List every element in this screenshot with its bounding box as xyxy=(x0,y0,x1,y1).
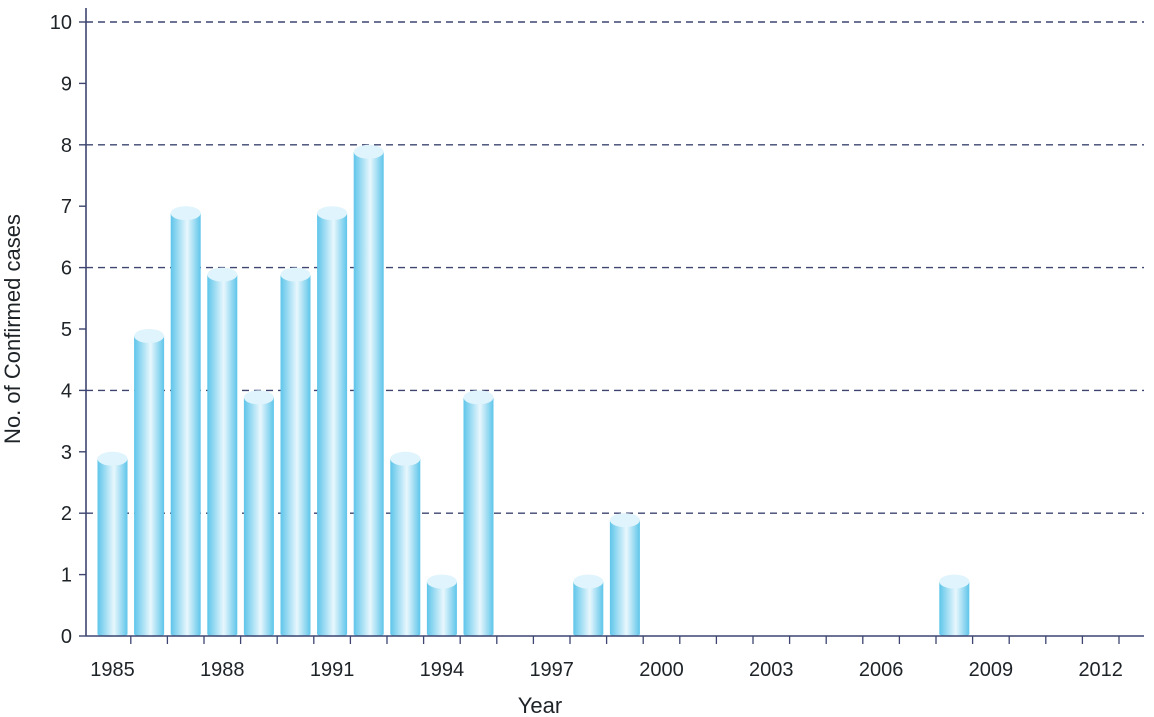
y-axis-title: No. of Confirmed cases xyxy=(0,214,25,444)
y-tick-label-9: 9 xyxy=(61,73,72,95)
bar-cap-1986 xyxy=(134,329,165,343)
x-tick-label-2009: 2009 xyxy=(969,659,1014,681)
x-tick-label-1988: 1988 xyxy=(200,659,245,681)
bar-cap-1987 xyxy=(170,206,201,221)
bar-cap-1995 xyxy=(463,390,494,405)
bar-body-1991 xyxy=(317,213,348,634)
x-tick-label-1997: 1997 xyxy=(529,659,574,681)
x-tick-labels: 1985 1988 1991 1994 1997 2000 2003 2006 2009 2012 xyxy=(90,659,1123,681)
bar-cap-1999 xyxy=(609,513,640,528)
bar-cap-1985 xyxy=(97,451,128,466)
x-tick-label-2006: 2006 xyxy=(859,659,904,681)
y-tick-label-1: 1 xyxy=(61,565,72,587)
bar-body-1985 xyxy=(97,458,128,634)
bar-cap-1988 xyxy=(207,267,238,282)
bar-1987 xyxy=(170,206,201,637)
bar-cap-1994 xyxy=(426,574,457,589)
bar-cap-1998 xyxy=(573,574,604,589)
bar-body-1998 xyxy=(573,581,604,634)
bar-1990 xyxy=(280,267,311,637)
x-tick-label-2012: 2012 xyxy=(1078,659,1123,681)
bar-cap-1990 xyxy=(280,267,311,282)
y-tick-label-10: 10 xyxy=(50,12,72,34)
bar-body-1992 xyxy=(353,151,384,635)
bar-body-2008 xyxy=(939,581,970,634)
bar-body-1993 xyxy=(390,458,421,634)
bar-1995 xyxy=(463,390,494,637)
y-tick-label-6: 6 xyxy=(61,258,72,280)
bar-body-1988 xyxy=(207,274,238,634)
bar-1986 xyxy=(134,329,165,637)
y-tick-label-2: 2 xyxy=(61,503,72,525)
x-tick-label-1991: 1991 xyxy=(310,659,355,681)
axes xyxy=(79,8,1144,644)
bar-body-1990 xyxy=(280,274,311,634)
bar-1991 xyxy=(317,206,348,637)
bar-cap-2008 xyxy=(939,574,970,589)
bar-body-1994 xyxy=(426,581,457,634)
bar-cap-1989 xyxy=(243,390,274,405)
bar-1998 xyxy=(573,574,604,637)
bar-1989 xyxy=(243,390,274,637)
bar-cap-1992 xyxy=(353,144,384,159)
bar-2008 xyxy=(939,574,970,637)
y-tick-label-0: 0 xyxy=(61,626,72,648)
x-tick-label-2000: 2000 xyxy=(639,659,684,681)
bar-cap-1991 xyxy=(317,206,348,221)
bars xyxy=(97,144,970,637)
y-tick-label-4: 4 xyxy=(61,380,72,402)
y-tick-label-7: 7 xyxy=(61,196,72,218)
bar-1988 xyxy=(207,267,238,637)
x-tick-label-1994: 1994 xyxy=(420,659,465,681)
bar-1985 xyxy=(97,451,128,637)
bar-body-1989 xyxy=(243,397,274,634)
bar-cap-1993 xyxy=(390,451,421,466)
x-tick-label-2003: 2003 xyxy=(749,659,794,681)
y-tick-label-3: 3 xyxy=(61,442,72,464)
bar-1992 xyxy=(353,144,384,637)
bar-1993 xyxy=(390,451,421,637)
y-tick-labels: 0 1 2 3 4 5 6 7 8 9 10 xyxy=(50,12,72,648)
bar-body-1995 xyxy=(463,397,494,634)
bar-body-1986 xyxy=(134,336,165,634)
bar-1994 xyxy=(426,574,457,637)
x-tick-label-1985: 1985 xyxy=(90,659,135,681)
x-axis-title: Year xyxy=(518,693,562,717)
bar-body-1999 xyxy=(609,520,640,634)
y-tick-label-5: 5 xyxy=(61,319,72,341)
bar-1999 xyxy=(609,513,640,637)
bar-body-1987 xyxy=(170,213,201,634)
gridlines xyxy=(86,21,1144,514)
y-tick-label-8: 8 xyxy=(61,135,72,157)
